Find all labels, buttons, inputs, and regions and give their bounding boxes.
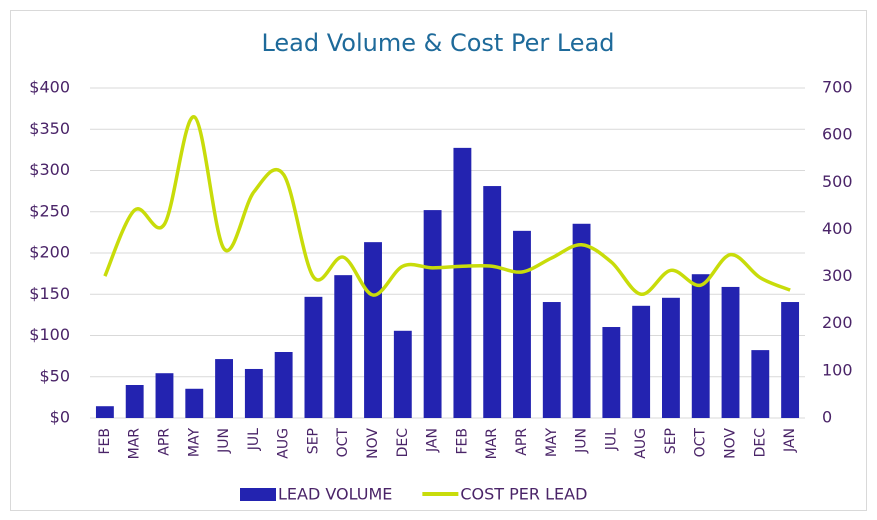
legend-label: LEAD VOLUME [278,485,392,504]
legend-label: COST PER LEAD [460,485,587,504]
bar [781,302,800,418]
x-tick-label: SEP [305,428,321,454]
y-tick-label: $150 [29,284,70,303]
x-tick-label: JAN [425,428,441,453]
x-tick-label: FEB [454,428,470,455]
y2-tick-label: 600 [822,125,853,144]
x-tick-label: JAN [782,428,798,453]
x-tick-label: MAY [544,428,560,458]
x-tick-label: JUN [216,428,232,454]
bar [423,210,442,418]
bar [453,147,472,418]
bar [483,186,502,418]
bar [185,388,204,418]
y-tick-label: $200 [29,243,70,262]
y2-tick-label: 200 [822,313,853,332]
y2-tick-label: 300 [822,266,853,285]
x-tick-label: AUG [633,428,649,459]
bar [572,223,591,418]
x-tick-label: MAY [186,428,202,458]
x-tick-label: OCT [335,428,351,458]
y2-tick-label: 500 [822,172,853,191]
x-tick-label: JUL [246,428,262,451]
bar [691,274,710,418]
y-tick-label: $300 [29,160,70,179]
bar [274,352,293,418]
y-tick-label: $400 [29,78,70,97]
bar [393,330,412,418]
bar [751,350,770,418]
bar [215,359,233,418]
y2-tick-label: 700 [822,78,853,97]
x-tick-label: FEB [97,428,113,455]
x-tick-label: AUG [276,428,292,459]
x-tick-label: APR [514,428,530,456]
bar [155,373,174,418]
bar [542,302,561,418]
x-tick-label: DEC [395,428,411,458]
y-tick-label: $50 [39,366,70,385]
x-tick-label: NOV [365,428,381,459]
bar [125,385,144,418]
bar [662,297,680,418]
y-tick-label: $350 [29,119,70,138]
x-tick-label: MAR [484,428,500,460]
x-tick-label: JUL [603,428,619,451]
legend-swatch [240,488,276,501]
x-tick-label: MAR [127,428,143,460]
bar [632,305,651,418]
y-tick-label: $250 [29,201,70,220]
x-tick-label: SEP [663,428,679,454]
bar [513,230,531,418]
y-tick-label: $0 [50,408,70,427]
x-tick-label: NOV [723,428,739,459]
x-tick-label: OCT [693,428,709,458]
y2-tick-label: 100 [822,360,853,379]
bar [364,242,382,418]
bar [334,275,353,418]
y-tick-label: $100 [29,325,70,344]
y2-tick-label: 0 [822,408,832,427]
bar [304,296,323,418]
line [103,115,791,297]
x-tick-label: DEC [752,428,768,458]
bar [244,368,263,418]
y2-tick-label: 400 [822,219,853,238]
bar [602,327,621,418]
x-tick-label: APR [156,428,172,456]
x-tick-label: JUN [574,428,590,454]
chart-title: Lead Volume & Cost Per Lead [261,29,614,57]
bar [95,406,114,418]
bar [721,286,740,418]
